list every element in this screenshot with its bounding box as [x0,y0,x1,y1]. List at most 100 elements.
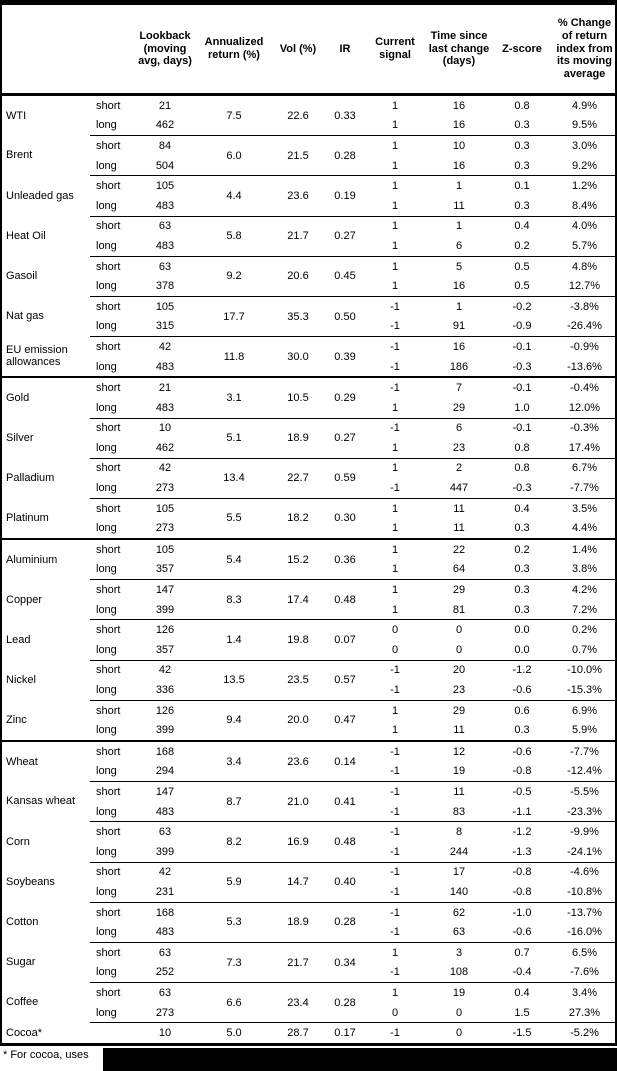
table-row: long 483 -1 83 -1.1 -23.3% [2,802,617,822]
time-since-value: 16 [452,99,466,112]
footnote: * For cocoa, uses [0,1045,617,1071]
horizon-label: short [90,255,134,277]
lookback-value: 462 [155,441,175,454]
horizon-label: short [90,497,134,519]
annualized-return-value: 8.7 [196,781,272,822]
vol-value: 30.0 [272,336,324,378]
horizon-label: long [96,320,117,333]
lookback-value: 147 [134,579,196,600]
horizon-label: short [90,175,134,196]
pct-change-value: -12.4% [567,765,602,778]
lookback-value: 63 [134,821,196,842]
pct-change-value: -26.4% [567,320,602,333]
z-score-value: 0.8 [514,99,530,112]
signal-value: 1 [366,579,424,600]
vol-value: 21.7 [272,215,324,257]
table-row: Soybeans short 42 5.9 14.7 0.40 -1 17 -0.8 -4.6% [2,861,617,903]
vol-value: 16.9 [272,821,324,863]
horizon-label: long [96,239,117,252]
horizon-label: short [90,579,134,600]
annualized-return-value: 5.8 [196,215,272,257]
z-score-value: -1.0 [494,901,550,923]
z-score-value: 0.4 [494,982,550,1003]
time-since-value: 8 [424,821,494,842]
vol-value: 23.4 [272,982,324,1023]
signal-value: -1 [390,845,400,858]
commodity-name: WTI [6,109,27,122]
commodity-name: Wheat [2,740,90,782]
pct-change-value: 3.0% [550,135,617,156]
commodity-name: Heat Oil [6,229,46,242]
signal-value: -1 [390,684,400,697]
commodity-name: Coffee [6,996,39,1009]
horizon-label: long [96,966,117,979]
pct-change-value: -4.6% [550,861,617,883]
signal-value: 0 [391,643,399,656]
pct-change-value: 1.2% [550,175,617,196]
ir-value: 0.39 [324,336,366,378]
lookback-value: 273 [155,482,175,495]
horizon-label: long [96,845,117,858]
signal-value: -1 [366,821,424,842]
z-score-value: 0.2 [494,538,550,560]
signals-table: Lookback (moving avg, days) Annualized r… [0,0,617,1046]
signal-value: 1 [391,280,399,293]
col-header-pct-change: % Change of return index from its moving… [550,5,617,96]
time-since-value: 16 [452,119,466,132]
table-row: Nat gas short 105 17.7 35.3 0.50 -1 1 -0.2 -3.8% [2,295,617,337]
ir-value: 0.28 [324,901,366,943]
lookback-value: 336 [155,684,175,697]
horizon-label: short [90,376,134,398]
horizon-label: short [90,215,134,237]
lookback-value: 126 [134,699,196,721]
table-row: Gold short 21 3.1 10.5 0.29 -1 7 -0.1 -0.4% [2,376,617,418]
commodity-name: EU emission allowances [6,343,68,369]
horizon-label: short [90,781,134,802]
annualized-return-value: 3.4 [196,740,272,782]
z-score-value: 1.0 [514,401,530,414]
pct-change-value: -7.7% [570,482,599,495]
table-row: Cocoa* 10 5.0 28.7 0.17 -1 0 -1.5 -5.2% [2,1022,617,1043]
z-score-value: -0.8 [512,885,532,898]
time-since-value: 5 [424,255,494,277]
signal-value: 0 [366,619,424,641]
signal-value: 1 [366,941,424,963]
lookback-value: 42 [134,659,196,681]
lookback-value: 504 [155,159,175,172]
annualized-return-value: 5.4 [196,538,272,580]
pct-change-value: 4.9% [571,99,598,112]
ir-value: 0.34 [324,941,366,983]
table-row: long 399 1 11 0.3 5.9% [2,720,617,741]
col-header-ir: IR [324,5,366,96]
signal-value: 1 [391,603,399,616]
vol-value: 17.4 [272,579,324,620]
pct-change-value: -5.2% [550,1022,617,1043]
table-row: Wheat short 168 3.4 23.6 0.14 -1 12 -0.6 -7.7% [2,740,617,782]
time-since-value: 0 [424,1022,494,1043]
z-score-value: -0.8 [494,861,550,883]
col-header-time-since: Time since last change (days) [424,5,494,96]
time-since-value: 1 [424,295,494,317]
ir-value: 0.48 [324,821,366,863]
vol-value: 21.5 [272,135,324,176]
z-score-value: 0.3 [514,199,530,212]
horizon-label: long [96,482,117,495]
pct-change-value: 8.4% [571,199,598,212]
z-score-value: -0.8 [512,765,532,778]
annualized-return-value: 7.3 [196,941,272,983]
commodity-name: Unleaded gas [6,189,74,202]
z-score-value: 0.6 [494,699,550,721]
pct-change-value: 0.2% [550,619,617,641]
table-row: Copper short 147 8.3 17.4 0.48 1 29 0.3 4.2% [2,579,617,620]
annualized-return-value: 6.6 [196,982,272,1023]
pct-change-value: -16.0% [567,926,602,939]
horizon-label: long [96,926,117,939]
horizon-label: short [90,538,134,560]
table-row: Silver short 10 5.1 18.9 0.27 -1 6 -0.1 -0.3% [2,417,617,459]
lookback-value: 105 [134,295,196,317]
z-score-value: -0.3 [512,360,532,373]
time-since-value: 7 [424,376,494,398]
pct-change-value: 1.4% [550,538,617,560]
ir-value: 0.30 [324,497,366,540]
pct-change-value: 5.9% [571,724,598,737]
